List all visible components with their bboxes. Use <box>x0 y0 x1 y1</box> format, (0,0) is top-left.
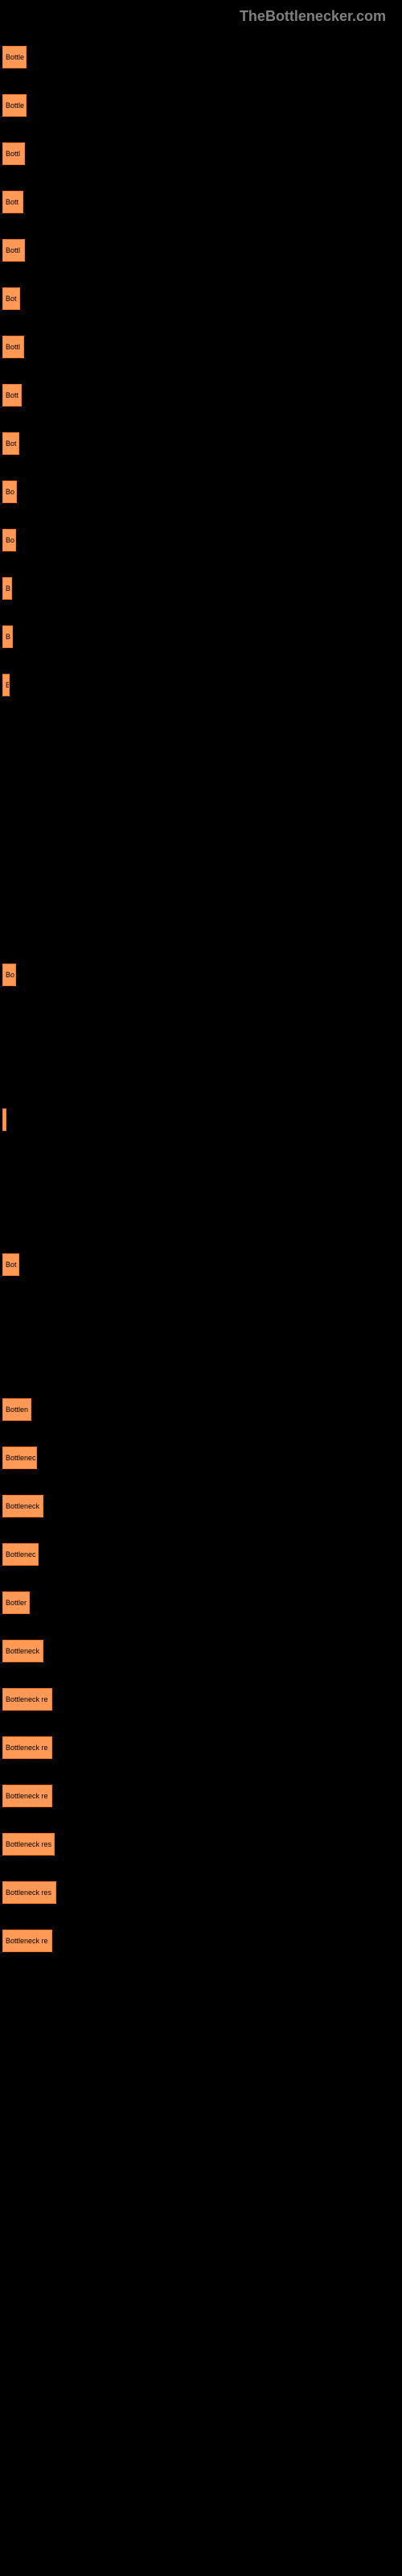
bar-row: Bo <box>2 516 402 564</box>
bar-row: Bottle <box>2 81 402 130</box>
bar-row: Bottlenec <box>2 1530 402 1579</box>
chart-bar: Bottlen <box>2 1398 31 1421</box>
bar-row: Bottlenec <box>2 1434 402 1482</box>
bar-row: Bottleneck re <box>2 1675 402 1724</box>
chart-bar <box>2 1108 6 1131</box>
chart-bar: Bot <box>2 432 19 455</box>
chart-bar: Bott <box>2 191 23 213</box>
chart-bar: B <box>2 674 10 696</box>
bar-row: Bott <box>2 371 402 419</box>
chart-bar: Bot <box>2 1253 19 1276</box>
bar-row <box>2 758 402 806</box>
chart-bar: Bottleneck <box>2 1640 43 1662</box>
bar-row <box>2 1096 402 1144</box>
bar-row: Bottlen <box>2 1385 402 1434</box>
chart-bar: Bo <box>2 964 16 986</box>
chart-bar: Bo <box>2 529 16 551</box>
bar-row: B <box>2 613 402 661</box>
chart-bar: Bottleneck re <box>2 1785 52 1807</box>
bar-row <box>2 999 402 1047</box>
bar-row <box>2 1289 402 1337</box>
bar-row: Bottle <box>2 33 402 81</box>
bar-row <box>2 1337 402 1385</box>
bar-row: Bo <box>2 468 402 516</box>
bar-row: Bottleneck res <box>2 1820 402 1868</box>
bar-row <box>2 806 402 854</box>
bar-row: Bottl <box>2 226 402 275</box>
chart-bar: Bottl <box>2 336 24 358</box>
chart-bar: Bottlenec <box>2 1543 39 1566</box>
bar-row: Bottleneck <box>2 1482 402 1530</box>
bar-row: B <box>2 661 402 709</box>
bar-row: Bot <box>2 275 402 323</box>
chart-bar: B <box>2 577 12 600</box>
bar-row <box>2 902 402 951</box>
bar-row: Bottleneck re <box>2 1724 402 1772</box>
bar-row: B <box>2 564 402 613</box>
chart-bar: B <box>2 625 13 648</box>
chart-bar: Bottleneck res <box>2 1833 55 1856</box>
bar-row <box>2 709 402 758</box>
bar-row: Bot <box>2 419 402 468</box>
chart-bar: Bottleneck <box>2 1495 43 1517</box>
bar-row <box>2 1192 402 1241</box>
chart-bar: Bottle <box>2 94 27 117</box>
chart-bar: Bot <box>2 287 20 310</box>
bar-row: Bot <box>2 1241 402 1289</box>
chart-bar: Bottleneck re <box>2 1736 52 1759</box>
chart-bar: Bottl <box>2 239 25 262</box>
bar-row: Bottl <box>2 323 402 371</box>
chart-bar: Bottle <box>2 46 27 68</box>
chart-bar: Bott <box>2 384 22 407</box>
chart-bar: Bottleneck re <box>2 1930 52 1952</box>
chart-bar: Bottleneck res <box>2 1881 56 1904</box>
bar-row <box>2 1047 402 1096</box>
bar-row: Bottleneck <box>2 1627 402 1675</box>
bar-row: Bottleneck re <box>2 1772 402 1820</box>
bar-row: Bottler <box>2 1579 402 1627</box>
chart-bar: Bottleneck re <box>2 1688 52 1711</box>
bar-row: Bottl <box>2 130 402 178</box>
chart-bar: Bo <box>2 481 17 503</box>
chart-bar: Bottlenec <box>2 1447 37 1469</box>
bar-row <box>2 854 402 902</box>
bar-row <box>2 1144 402 1192</box>
bar-row: Bottleneck re <box>2 1917 402 1965</box>
bar-row: Bo <box>2 951 402 999</box>
chart-bar: Bottl <box>2 142 25 165</box>
bar-row: Bottleneck res <box>2 1868 402 1917</box>
site-header: TheBottlenecker.com <box>0 0 402 33</box>
bar-row: Bott <box>2 178 402 226</box>
chart-bar: Bottler <box>2 1591 30 1614</box>
bar-chart: Bottle Bottle Bottl Bott Bottl Bot Bottl Bott Bo… <box>0 33 402 1965</box>
